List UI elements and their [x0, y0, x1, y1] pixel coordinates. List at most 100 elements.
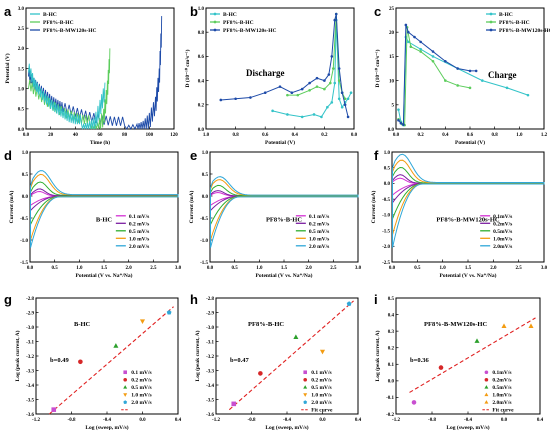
legend-marker — [484, 385, 489, 389]
b-value-label: b=0.36 — [410, 357, 429, 364]
x-tick-label: 0.4 — [355, 418, 362, 423]
plot-frame — [391, 151, 545, 263]
data-point — [346, 115, 350, 119]
x-tick-label: 2.0 — [490, 266, 497, 271]
data-point — [337, 79, 341, 82]
legend-label: PF8%-B-HC — [223, 20, 254, 26]
y-tick-label: 0.0 — [388, 128, 395, 133]
panel-annotation: Discharge — [246, 68, 285, 78]
x-tick-label: 80 — [122, 133, 128, 138]
data-point — [333, 81, 337, 85]
legend-label: 0.5 mV/s — [131, 385, 151, 391]
y-tick-label: 0.0 — [198, 128, 205, 133]
legend-label: 1.0 mV/s — [309, 236, 329, 242]
y-axis-label: Log (peak current, A) — [374, 330, 381, 381]
legend-label: 0.5mV/s — [492, 385, 511, 391]
panel-g: -1.2 -0.8 -0.4 0.0 0.4 -3.6 -3.5 -3.4 -3.3 -3.2 -3… — [4, 292, 182, 431]
data-point — [323, 87, 326, 91]
x-tick-label: 1.0 — [440, 266, 447, 271]
cv-curve — [209, 176, 359, 248]
data-point — [343, 97, 347, 101]
x-axis-label: Log (sweep, mV/s) — [85, 424, 128, 431]
y-tick-label: -3.5 — [26, 398, 34, 403]
data-point — [438, 365, 444, 370]
y-tick-label: 0.4 — [388, 313, 395, 318]
data-point — [327, 73, 331, 76]
data-point — [419, 50, 422, 53]
legend-label: 1.0mV/s — [492, 393, 511, 399]
legend-label: 2.0mV/s — [492, 400, 511, 406]
y-tick-label: 0.5 — [384, 167, 391, 172]
y-tick-label: 0.5 — [388, 297, 395, 302]
legend-marker — [484, 400, 489, 404]
panel-a: 0.0 20 40 60 80 100 120 0.0 0.5 1.0 1.5 2.0 2.5 3.0 Ti… — [4, 4, 178, 146]
y-tick-label: -1.0 — [20, 239, 28, 244]
data-point — [271, 109, 274, 113]
y-tick-label: -3.6 — [26, 413, 34, 418]
legend-marker — [303, 377, 308, 382]
legend-marker — [484, 377, 489, 382]
data-point — [286, 93, 289, 97]
y-tick-label: 1.0 — [22, 151, 29, 156]
data-point — [315, 76, 319, 80]
y-tick-label: -3.4 — [26, 384, 34, 389]
legend-label: Fit curve — [492, 408, 514, 414]
legend-marker — [303, 385, 308, 389]
data-point — [481, 79, 484, 82]
y-tick-label: 0.5 — [22, 173, 29, 178]
x-tick-label: -0.8 — [428, 418, 436, 423]
data-point — [278, 85, 282, 88]
data-point — [349, 91, 353, 94]
y-tick-label: -0.5 — [20, 217, 28, 222]
legend-label: 0.2 mV/s — [129, 221, 149, 227]
x-tick-label: 0.0 — [207, 266, 214, 271]
y-tick-label: -2.9 — [206, 311, 214, 316]
x-tick-label: -0.4 — [103, 418, 111, 423]
panel-f: 0.0 0.5 1.0 1.5 2.0 2.5 3.0 -2.5 -2.0 -1.5 -1.0 -0.… — [370, 148, 548, 279]
legend-label: 0.1mV/s — [492, 370, 511, 376]
x-tick-label: -0.4 — [283, 418, 291, 423]
plot-frame — [215, 297, 359, 415]
b-value-label: b=0.49 — [50, 357, 69, 364]
y-tick-label: -0.1 — [386, 396, 394, 401]
x-tick-label: 0.2 — [321, 133, 328, 138]
legend-marker — [489, 20, 493, 24]
data-point — [413, 35, 416, 39]
legend-label: B-HC — [43, 12, 57, 18]
legend-marker — [123, 377, 127, 382]
legend-label: 2.0 mV/s — [309, 244, 329, 250]
x-tick-label: 1.5 — [281, 266, 288, 271]
y-tick-label: 0.0 — [384, 182, 391, 187]
data-point — [501, 323, 507, 329]
y-axis-label: Current (mA) — [8, 190, 15, 223]
data-point — [139, 319, 146, 324]
x-tick-label: 0.6 — [467, 133, 474, 138]
plot-frame — [395, 7, 545, 130]
data-point — [290, 91, 294, 94]
y-tick-label: -3.2 — [26, 355, 34, 360]
panel-annotation: PF8%-B-MW120s-HC — [424, 321, 487, 328]
fit-line — [228, 300, 354, 411]
x-tick-label: -1.2 — [32, 418, 40, 423]
y-tick-label: -1.5 — [20, 261, 28, 266]
y-axis-label: D (10⁻¹⁰ cm²s⁻¹) — [374, 49, 381, 87]
data-point — [300, 115, 304, 119]
x-tick-label: 1.0 — [76, 266, 83, 271]
legend-label: 0.5mV/s — [493, 229, 512, 235]
legend-label: 1.0 mV/s — [129, 236, 149, 242]
legend-label: 0.2 mV/s — [131, 378, 151, 384]
series-line — [28, 16, 163, 131]
data-point — [113, 343, 119, 348]
legend-label: 0.1 mV/s — [309, 214, 329, 220]
legend-marker — [484, 370, 489, 375]
x-tick-label: 0.0 — [139, 418, 146, 423]
y-tick-label: -2.0 — [382, 245, 390, 250]
data-point — [411, 400, 417, 405]
series-line — [398, 24, 477, 126]
legend-marker — [303, 370, 307, 375]
y-tick-label: 0.4 — [198, 79, 205, 84]
legend-label: PF8%-B-MW120s-HC — [223, 28, 276, 34]
y-tick-label: -0.2 — [386, 413, 394, 418]
cv-curve — [29, 173, 179, 241]
